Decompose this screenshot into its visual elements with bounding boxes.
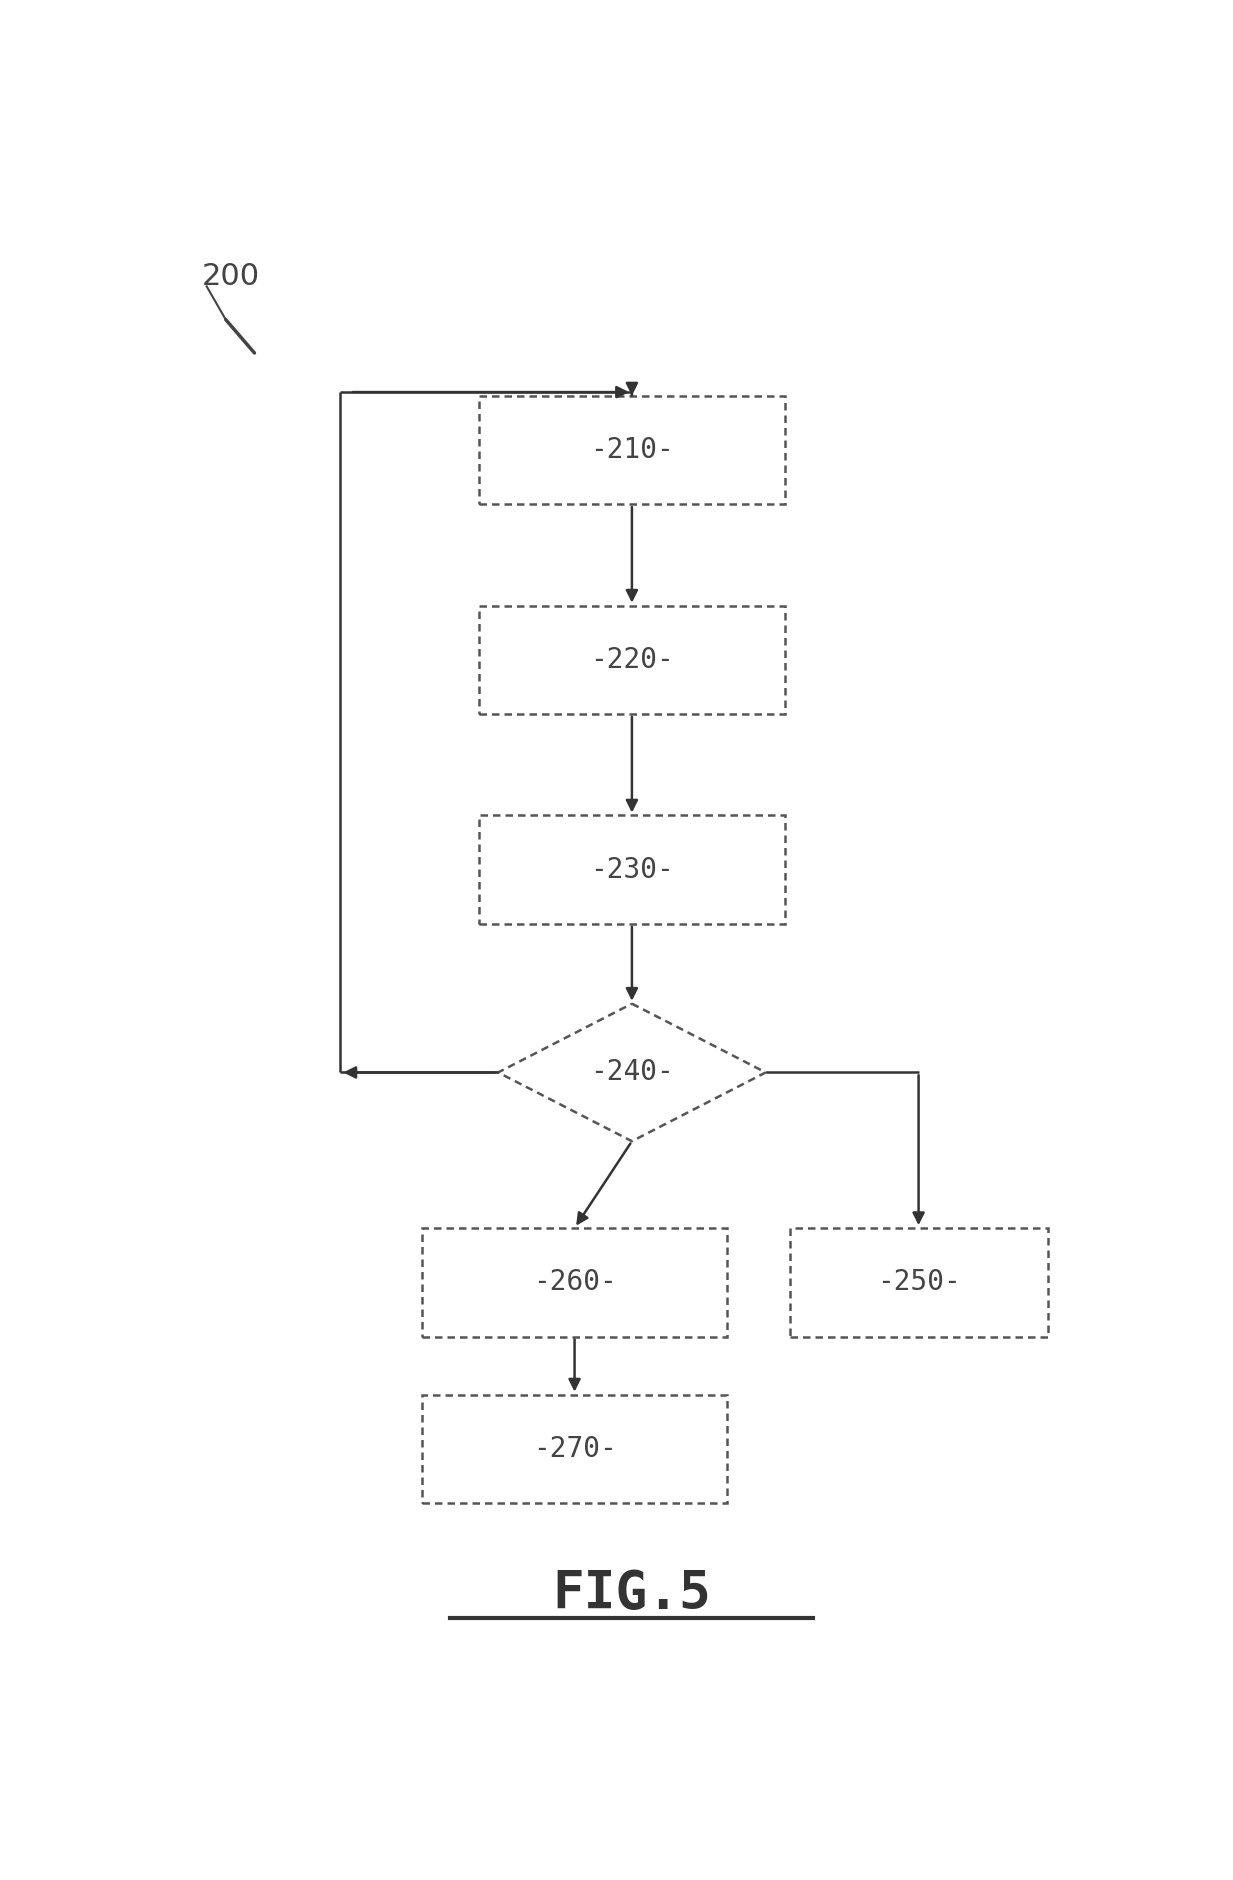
Text: -240-: -240- (591, 1058, 673, 1087)
Text: -220-: -220- (591, 647, 673, 673)
Bar (422, 1228, 727, 1337)
Bar (789, 1228, 1048, 1337)
Text: 200: 200 (202, 261, 260, 291)
Bar (478, 395, 784, 504)
Text: -210-: -210- (591, 436, 673, 464)
Text: FIG.5: FIG.5 (552, 1568, 711, 1619)
Polygon shape (498, 1004, 766, 1141)
Bar (478, 816, 784, 925)
Text: -270-: -270- (533, 1434, 616, 1463)
Bar (422, 1395, 727, 1504)
Text: -250-: -250- (877, 1269, 961, 1297)
Bar (478, 605, 784, 714)
Text: -260-: -260- (533, 1269, 616, 1297)
Text: -230-: -230- (591, 855, 673, 884)
